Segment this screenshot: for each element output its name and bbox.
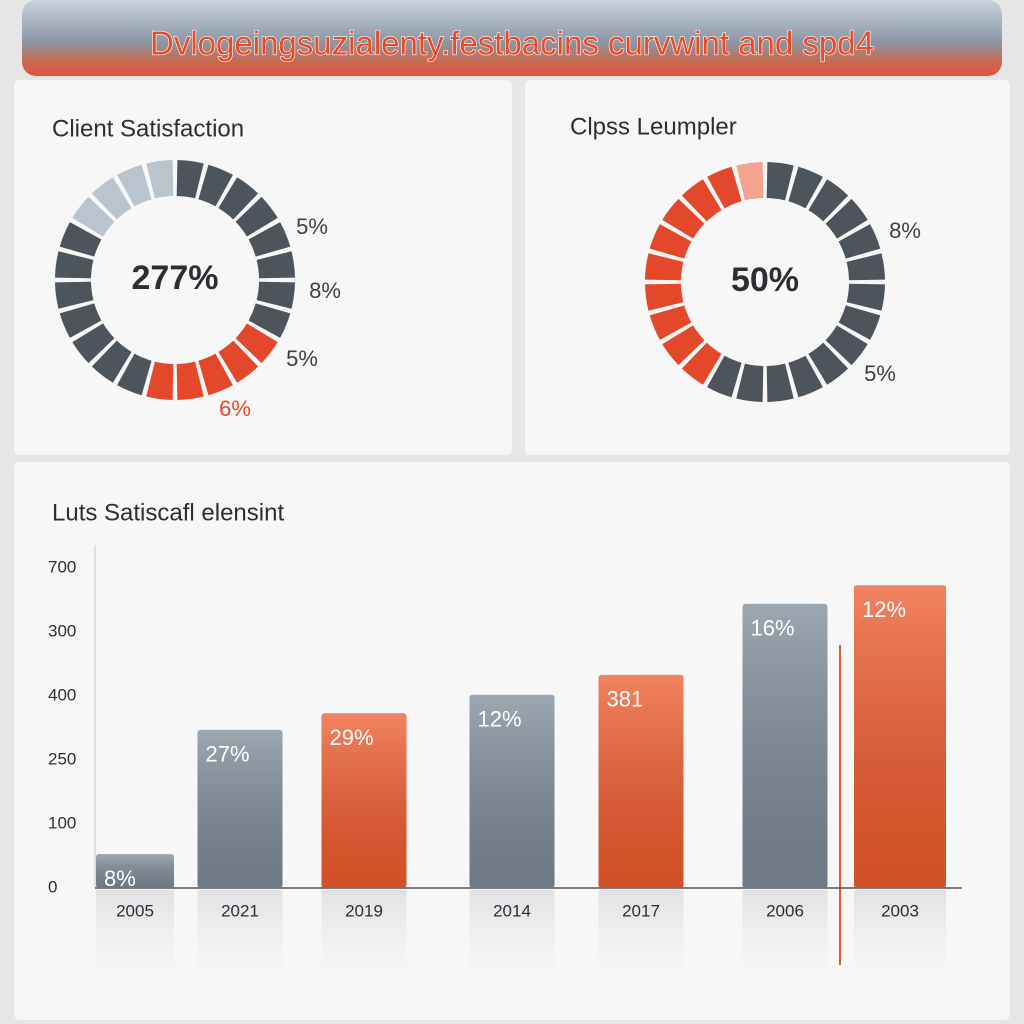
- bar-label: 29%: [330, 725, 374, 750]
- y-tick-label: 100: [48, 813, 76, 832]
- x-tick-label: 2005: [116, 901, 154, 920]
- ring-segment: [256, 281, 295, 309]
- ring-segment: [808, 179, 849, 222]
- bar-label: 16%: [751, 616, 795, 641]
- ring-segment: [117, 353, 152, 396]
- annotation: 6%: [219, 396, 251, 421]
- x-tick-label: 2017: [622, 901, 660, 920]
- annotation: 5%: [286, 346, 318, 371]
- annotation: 5%: [296, 214, 328, 239]
- ring-segment: [649, 224, 692, 259]
- ring-segment: [846, 253, 885, 281]
- panel: [525, 80, 1010, 455]
- ring-segment: [838, 224, 881, 259]
- ring-segment: [838, 305, 881, 340]
- x-tick-label: 2003: [881, 901, 919, 920]
- y-tick-label: 300: [48, 621, 76, 640]
- ring-segment: [176, 361, 204, 400]
- ring-segment: [649, 305, 692, 340]
- bar-shade: [197, 729, 283, 888]
- bar-reflection: [469, 890, 555, 1000]
- ring-segment: [256, 251, 295, 279]
- ring-segment: [146, 160, 174, 199]
- ring-segment: [59, 222, 102, 257]
- bar-label: 12%: [862, 597, 906, 622]
- bar-shade: [321, 713, 407, 888]
- ring-segment: [662, 325, 705, 366]
- ring-segment: [198, 353, 233, 396]
- annotation: 5%: [864, 361, 896, 386]
- ring-segment: [72, 323, 115, 364]
- x-tick-label: 2021: [221, 901, 259, 920]
- center-label: 50%: [731, 261, 799, 299]
- ring-segment: [788, 355, 823, 398]
- ring-segment: [808, 342, 849, 385]
- header-banner: [22, 0, 1002, 76]
- ring-segment: [736, 363, 764, 402]
- ring-segment: [766, 363, 794, 402]
- ring-segment: [218, 177, 259, 220]
- ring-segment: [825, 198, 868, 239]
- ring-segment: [72, 196, 115, 237]
- bar-shade: [96, 854, 174, 888]
- ring-segment: [736, 162, 764, 201]
- y-tick-label: 400: [48, 685, 76, 704]
- ring-segment: [788, 166, 823, 209]
- chart-title: Luts Satiscafl elensint: [52, 499, 284, 526]
- ring-segment: [707, 166, 742, 209]
- bar-reflection: [742, 890, 828, 1000]
- x-tick-label: 2014: [493, 901, 531, 920]
- bar-reflection: [197, 890, 283, 1000]
- ring-segment: [117, 164, 152, 207]
- ring-segment: [707, 355, 742, 398]
- chart-title: Clpss Leumpler: [570, 113, 737, 140]
- ring-segment: [176, 160, 204, 199]
- ring-segment: [681, 342, 722, 385]
- ring-segment: [218, 340, 259, 383]
- bar-shade: [742, 603, 828, 888]
- x-tick-label: 2019: [345, 901, 383, 920]
- x-tick-label: 2006: [766, 901, 804, 920]
- center-label: 277%: [132, 259, 219, 297]
- annotation: 8%: [889, 218, 921, 243]
- bar-label: 381: [607, 687, 644, 712]
- ring-segment: [645, 253, 684, 281]
- ring-segment: [55, 281, 94, 309]
- ring-segment: [846, 283, 885, 311]
- ring-segment: [91, 340, 132, 383]
- ring-segment: [235, 323, 278, 364]
- bar-reflection: [96, 890, 174, 1000]
- chart-title: Client Satisfaction: [52, 115, 244, 142]
- bar-shade: [469, 694, 555, 888]
- ring-segment: [662, 198, 705, 239]
- header-title: Dvlogeingsuzialenty.festbacins curvwint …: [150, 25, 874, 62]
- ring-segment: [146, 361, 174, 400]
- y-tick-label: 700: [48, 557, 76, 576]
- y-tick-label: 0: [48, 877, 57, 896]
- bar-label: 8%: [104, 866, 136, 891]
- annotation: 8%: [309, 278, 341, 303]
- ring-segment: [59, 303, 102, 338]
- ring-segment: [645, 283, 684, 311]
- bar-reflection: [598, 890, 684, 1000]
- ring-segment: [235, 196, 278, 237]
- ring-segment: [825, 325, 868, 366]
- ring-segment: [248, 222, 291, 257]
- ring-segment: [681, 179, 722, 222]
- bar-label: 12%: [478, 707, 522, 732]
- bar-reflection: [854, 890, 946, 1000]
- ring-segment: [55, 251, 94, 279]
- ring-segment: [91, 177, 132, 220]
- bar-label: 27%: [206, 742, 250, 767]
- bar-shade: [854, 585, 946, 888]
- y-tick-label: 250: [48, 749, 76, 768]
- bar-shade: [598, 674, 684, 888]
- ring-segment: [198, 164, 233, 207]
- bar-reflection: [321, 890, 407, 1000]
- ring-segment: [248, 303, 291, 338]
- ring-segment: [766, 162, 794, 201]
